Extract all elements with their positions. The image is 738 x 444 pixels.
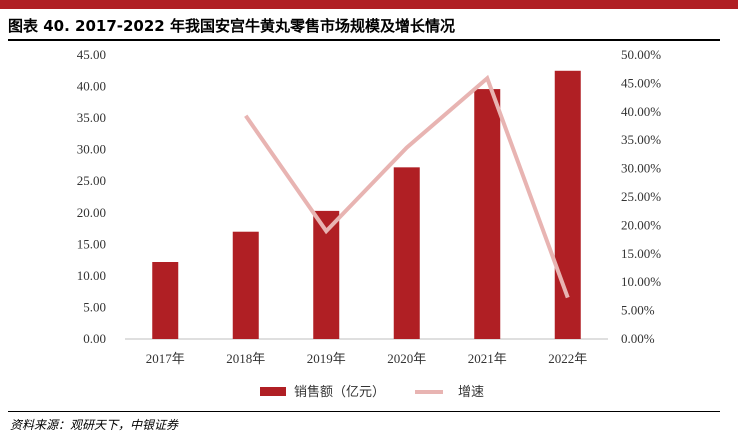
y-left-tick-label: 15.00 (77, 236, 106, 251)
bar (233, 232, 259, 339)
x-tick-label: 2017年 (146, 351, 185, 366)
footer-divider (8, 411, 720, 412)
bar (474, 89, 500, 339)
y-left-tick-label: 10.00 (77, 268, 106, 283)
y-right-tick-label: 10.00% (621, 274, 661, 289)
legend-label-line: 增速 (458, 385, 484, 400)
chart: 0.00 5.00 10.00 15.00 20.00 25.00 30.00 35.00 40… (0, 0, 738, 411)
y-right-tick-label: 45.00% (621, 75, 661, 90)
x-tick-label: 2018年 (226, 351, 265, 366)
y-right-tick-label: 40.00% (621, 104, 661, 119)
y-left-tick-label: 30.00 (77, 142, 106, 157)
legend-swatch-bar (260, 387, 286, 396)
y-left-tick-label: 20.00 (77, 205, 106, 220)
bar (555, 71, 581, 339)
x-tick-label: 2021年 (468, 351, 507, 366)
y-left-tick-label: 40.00 (77, 79, 106, 94)
y-left-tick-label: 35.00 (77, 110, 106, 125)
y-right-tick-label: 30.00% (621, 161, 661, 176)
y-right-tick-label: 35.00% (621, 132, 661, 147)
source-note: 资料来源：观研天下，中银证券 (10, 416, 178, 433)
bar (394, 167, 420, 339)
bar (152, 262, 178, 339)
x-tick-label: 2020年 (387, 351, 426, 366)
y-right-tick-label: 0.00% (621, 331, 655, 346)
y-left-tick-label: 5.00 (83, 299, 106, 314)
y-right-tick-label: 25.00% (621, 189, 661, 204)
y-right-tick-label: 20.00% (621, 217, 661, 232)
y-left-tick-label: 0.00 (83, 331, 106, 346)
y-right-tick-label: 5.00% (621, 303, 655, 318)
legend-label-bar: 销售额（亿元） (294, 384, 385, 400)
y-left-tick-label: 45.00 (77, 47, 106, 62)
y-left-tick-label: 25.00 (77, 173, 106, 188)
y-right-tick-label: 15.00% (621, 246, 661, 261)
x-tick-label: 2019年 (307, 351, 346, 366)
x-tick-label: 2022年 (548, 351, 587, 366)
y-right-tick-label: 50.00% (621, 47, 661, 62)
